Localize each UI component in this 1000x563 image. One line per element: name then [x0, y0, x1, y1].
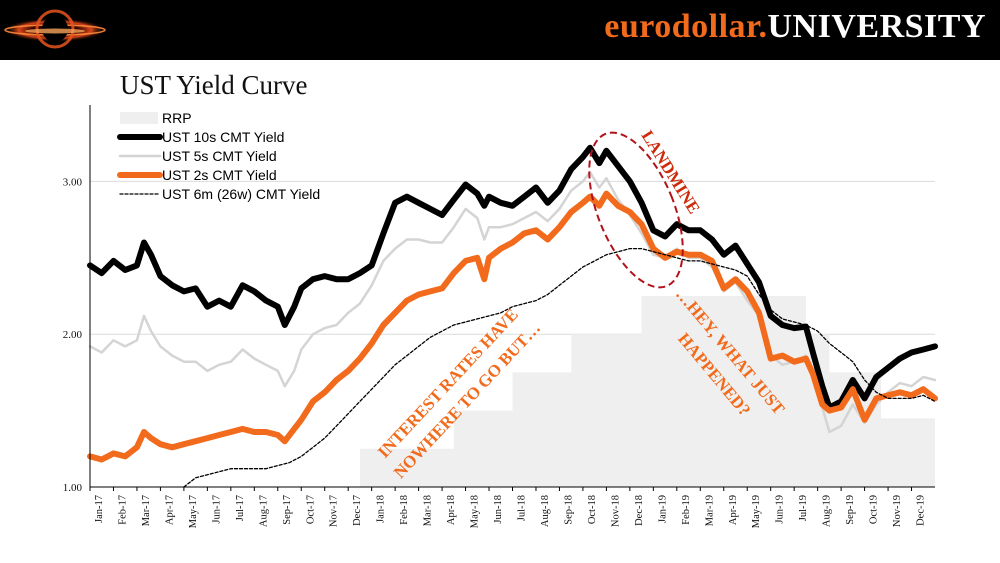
- x-tick-label: Apr-19: [728, 495, 739, 525]
- x-tick-label: Oct-19: [869, 495, 880, 524]
- x-tick-label: Sep-17: [282, 495, 293, 525]
- x-tick-label: Nov-17: [329, 495, 340, 527]
- series-rrp: [359, 296, 935, 487]
- y-tick-label: 3.00: [63, 176, 83, 188]
- brand-part-1: eurodollar.: [604, 8, 768, 45]
- x-tick-label: Jan-18: [376, 495, 387, 523]
- x-tick-label: May-19: [751, 495, 762, 528]
- brand-wordmark: eurodollar.UNIVERSITY: [604, 8, 986, 46]
- x-tick-label: Jun-17: [211, 495, 222, 524]
- x-tick-label: Jun-18: [493, 495, 504, 524]
- x-tick-label: Dec-18: [634, 495, 645, 526]
- x-tick-label: May-17: [188, 495, 199, 528]
- x-tick-label: Jul-18: [517, 495, 528, 521]
- x-tick-label: Feb-17: [117, 495, 128, 525]
- x-tick-label: Nov-19: [892, 495, 903, 527]
- brand-part-2: UNIVERSITY: [767, 8, 986, 45]
- black-hole-ring-logo-icon: [3, 9, 107, 49]
- x-tick-label: Jul-19: [798, 495, 809, 521]
- series-ust-2s-cmt-yield: [87, 190, 938, 463]
- x-tick-label: Jan-17: [94, 495, 105, 523]
- annotation-landmine: LANDMINE: [638, 127, 704, 217]
- x-tick-label: Sep-18: [563, 495, 574, 525]
- x-tick-label: Aug-19: [822, 495, 833, 527]
- x-tick-label: May-18: [470, 495, 481, 528]
- landmine-circle: [588, 131, 684, 289]
- legend-label: RRP: [162, 110, 192, 126]
- x-tick-label: Jan-19: [657, 495, 668, 523]
- y-tick-label: 2.00: [63, 329, 83, 341]
- x-tick-label: Nov-18: [610, 495, 621, 527]
- x-tick-label: Aug-18: [540, 495, 551, 527]
- x-tick-label: Feb-19: [681, 495, 692, 525]
- x-tick-label: Oct-17: [305, 495, 316, 524]
- series-ust-10s-cmt-yield: [87, 144, 938, 411]
- legend-label: UST 10s CMT Yield: [162, 129, 284, 145]
- x-tick-label: Dec-19: [916, 495, 927, 526]
- x-tick-label: Feb-18: [399, 495, 410, 525]
- legend-label: UST 2s CMT Yield: [162, 167, 277, 183]
- x-tick-label: Dec-17: [352, 495, 363, 526]
- x-tick-label: Aug-17: [258, 495, 269, 527]
- y-tick-label: 1.00: [63, 482, 83, 494]
- x-tick-label: Mar-18: [423, 495, 434, 526]
- legend-swatch: [120, 112, 158, 124]
- x-tick-label: Mar-17: [141, 495, 152, 526]
- x-tick-label: Oct-18: [587, 495, 598, 524]
- header-bar: eurodollar.UNIVERSITY: [0, 0, 1000, 60]
- series-ust-6m-26w-cmt-yield: [183, 247, 936, 488]
- x-tick-label: Apr-18: [446, 495, 457, 525]
- legend-label: UST 6m (26w) CMT Yield: [162, 186, 320, 202]
- x-tick-label: Sep-19: [845, 495, 856, 525]
- x-tick-label: Apr-17: [164, 495, 175, 525]
- x-tick-label: Mar-19: [704, 495, 715, 526]
- x-tick-label: Jul-17: [235, 495, 246, 521]
- chart-title: UST Yield Curve: [120, 70, 308, 100]
- legend-label: UST 5s CMT Yield: [162, 148, 277, 164]
- x-tick-label: Jun-19: [775, 495, 786, 524]
